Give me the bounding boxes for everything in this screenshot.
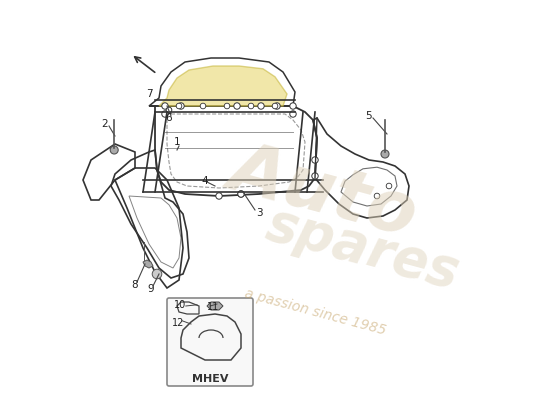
- Polygon shape: [207, 302, 223, 310]
- Circle shape: [238, 191, 244, 197]
- Circle shape: [312, 173, 318, 179]
- Text: 11: 11: [207, 302, 219, 312]
- Text: a passion since 1985: a passion since 1985: [243, 286, 387, 338]
- Circle shape: [312, 157, 318, 163]
- Circle shape: [381, 150, 389, 158]
- Circle shape: [110, 146, 118, 154]
- Circle shape: [290, 103, 296, 109]
- Text: 4: 4: [202, 176, 208, 186]
- Circle shape: [200, 103, 206, 109]
- Circle shape: [176, 103, 182, 109]
- Circle shape: [234, 103, 240, 109]
- Circle shape: [152, 269, 162, 279]
- Text: 9: 9: [148, 284, 155, 294]
- Text: 12: 12: [172, 318, 184, 328]
- Circle shape: [224, 103, 230, 109]
- Text: 3: 3: [256, 208, 262, 218]
- Circle shape: [162, 111, 168, 117]
- Circle shape: [386, 183, 392, 189]
- Circle shape: [238, 191, 244, 197]
- Polygon shape: [159, 66, 287, 106]
- Circle shape: [272, 103, 278, 109]
- Circle shape: [374, 193, 380, 199]
- Circle shape: [248, 103, 254, 109]
- Text: 2: 2: [102, 119, 108, 129]
- Circle shape: [274, 103, 280, 109]
- Circle shape: [290, 111, 296, 117]
- Text: 10: 10: [174, 300, 186, 310]
- Text: 8: 8: [131, 280, 138, 290]
- Text: 1: 1: [174, 137, 180, 147]
- Text: Auto: Auto: [222, 134, 425, 250]
- Circle shape: [216, 193, 222, 199]
- FancyBboxPatch shape: [167, 298, 253, 386]
- Circle shape: [166, 107, 172, 113]
- Circle shape: [178, 103, 184, 109]
- Text: 5: 5: [366, 111, 372, 121]
- Circle shape: [258, 103, 264, 109]
- Text: 6: 6: [166, 113, 172, 123]
- Text: spares: spares: [261, 197, 465, 299]
- Polygon shape: [143, 260, 153, 268]
- Circle shape: [162, 103, 168, 109]
- Text: MHEV: MHEV: [192, 374, 228, 384]
- Text: 7: 7: [146, 89, 152, 99]
